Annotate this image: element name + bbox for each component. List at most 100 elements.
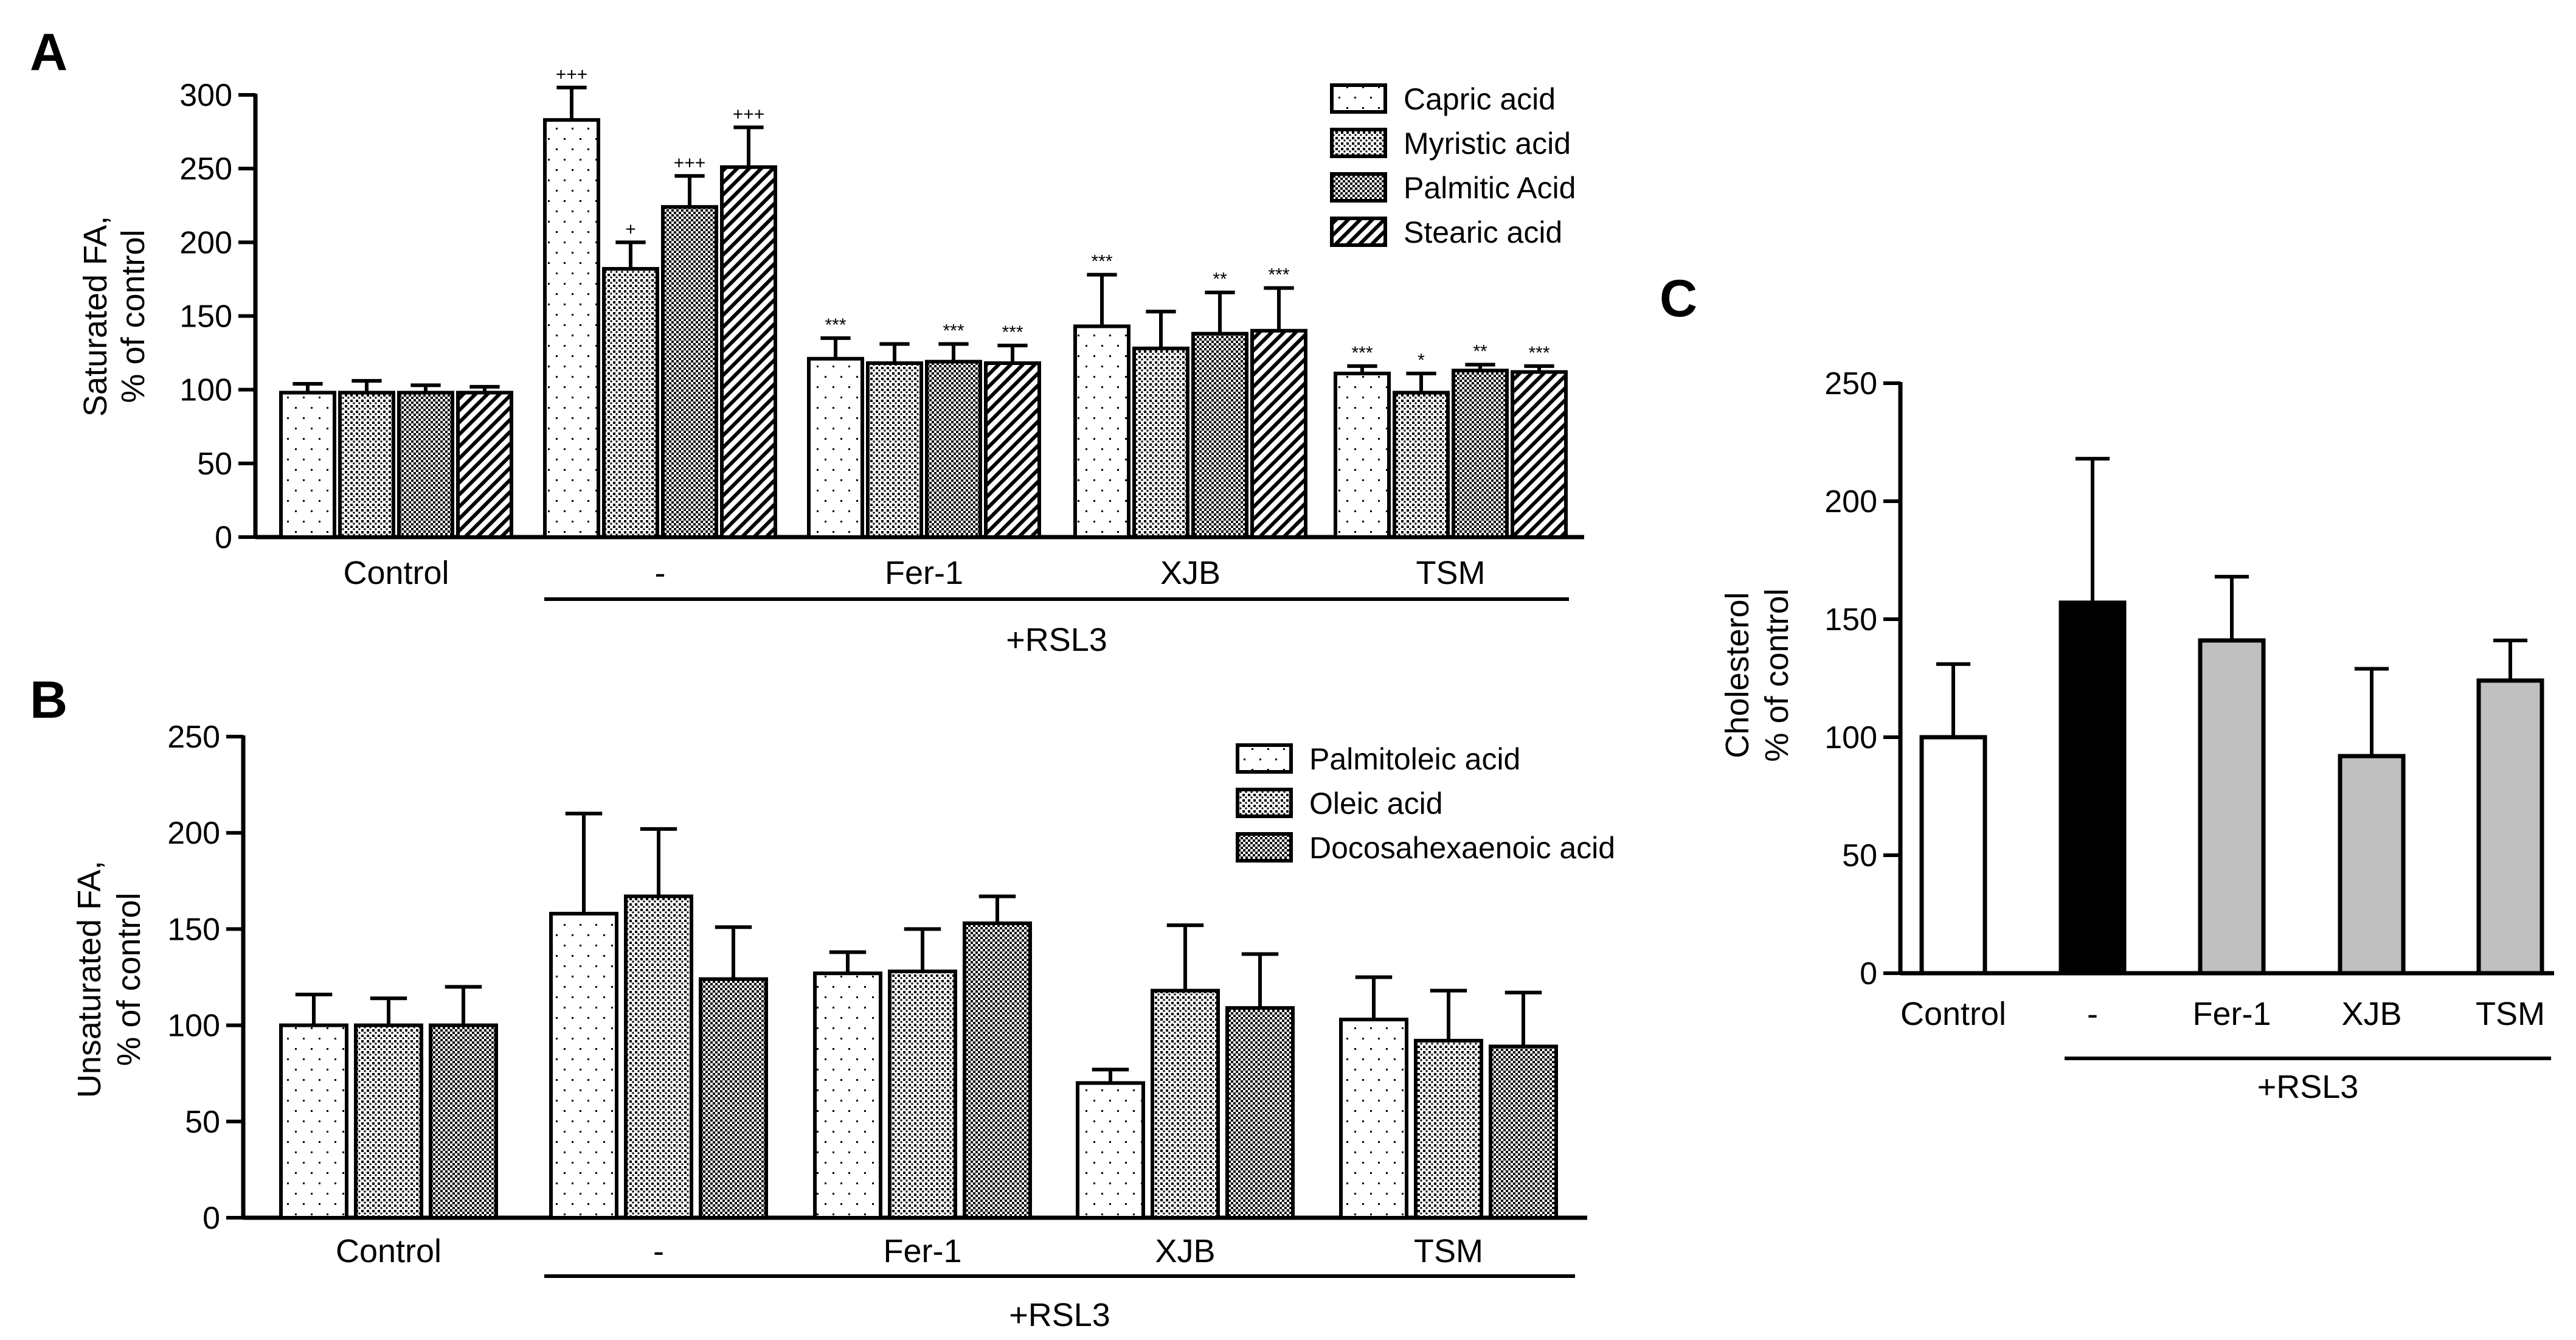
panel-label-a: A [30, 23, 68, 82]
y-tick-label: 50 [197, 446, 232, 482]
y-tick-label: 0 [203, 1201, 220, 1236]
legend-entry: Stearic acid [1404, 215, 1562, 249]
y-tick-label: 200 [167, 816, 220, 851]
bar [1452, 369, 1509, 539]
bar [279, 391, 336, 539]
y-tick-label: 250 [167, 720, 220, 755]
legend-entry: Myristic acid [1404, 127, 1571, 161]
category-label: - [2087, 996, 2098, 1032]
bar [661, 205, 718, 539]
significance-mark: *** [943, 321, 964, 341]
category-label: XJB [1160, 555, 1220, 591]
y-axis-label: % of control [111, 892, 147, 1066]
y-axis-label: Saturated FA, [77, 216, 114, 417]
category-label: Fer-1 [883, 1233, 961, 1269]
panel-label-c: C [1660, 269, 1697, 328]
bar [279, 1023, 348, 1220]
bar [1414, 1038, 1483, 1220]
panel-label-b: B [30, 671, 68, 729]
y-tick-label: 200 [179, 225, 232, 260]
legend-entry: Oleic acid [1309, 786, 1443, 821]
category-label: TSM [2476, 996, 2545, 1032]
bar [2198, 638, 2266, 976]
bar [549, 912, 618, 1220]
legend-swatch [1236, 743, 1293, 774]
bar [354, 1023, 423, 1220]
y-tick-label: 150 [167, 912, 220, 947]
category-label: Fer-1 [2192, 996, 2271, 1032]
bar [429, 1023, 498, 1220]
significance-mark: ** [1213, 269, 1227, 290]
category-label: Control [1900, 996, 2006, 1032]
significance-mark: *** [1268, 265, 1289, 285]
bar [984, 361, 1041, 540]
y-tick-label: 0 [215, 520, 232, 555]
category-label: Fer-1 [885, 555, 963, 591]
bar [1511, 370, 1568, 539]
legend-entry: Docosahexaenoic acid [1309, 831, 1615, 865]
bar [2058, 600, 2127, 976]
category-label: TSM [1414, 1233, 1483, 1269]
y-tick-label: 300 [179, 78, 232, 113]
bar [699, 977, 768, 1220]
significance-mark: +++ [733, 104, 765, 124]
legend-entry: Palmitoleic acid [1309, 742, 1520, 776]
bar [1919, 735, 1987, 976]
bar [543, 118, 600, 540]
bar [866, 361, 923, 540]
y-tick-label: 100 [1824, 720, 1877, 755]
bar [813, 971, 882, 1220]
bar [1191, 332, 1248, 540]
bar [1250, 328, 1307, 539]
bar [720, 165, 777, 539]
bar [807, 356, 864, 539]
bar [888, 970, 957, 1220]
significance-mark: *** [825, 315, 846, 335]
legend-entry: Capric acid [1404, 82, 1556, 116]
y-tick-label: 0 [1860, 956, 1877, 991]
y-axis-label: % of control [1759, 588, 1795, 762]
significance-mark: * [1418, 350, 1425, 370]
legend-swatch [1330, 83, 1387, 114]
treatment-group-label: +RSL3 [2257, 1069, 2359, 1105]
category-label: TSM [1416, 555, 1486, 591]
legend-swatch [1236, 832, 1293, 863]
y-tick-label: 50 [185, 1105, 220, 1140]
category-label: Control [336, 1233, 441, 1269]
legend-swatch [1236, 788, 1293, 818]
category-label: XJB [1155, 1233, 1215, 1269]
y-axis-label: Cholesterol [1719, 592, 1756, 758]
y-axis-label: % of control [115, 229, 151, 403]
y-tick-label: 100 [167, 1008, 220, 1044]
bar [963, 921, 1032, 1220]
bar [624, 894, 693, 1220]
legend-entry: Palmitic Acid [1404, 171, 1576, 205]
bar [1151, 988, 1220, 1220]
bar [456, 391, 513, 539]
bar [1225, 1006, 1295, 1220]
y-tick-label: 250 [179, 151, 232, 187]
legend-swatch [1330, 172, 1387, 203]
significance-mark: ** [1473, 341, 1487, 361]
significance-mark: *** [1351, 343, 1373, 363]
significance-mark: *** [1528, 343, 1549, 363]
significance-mark: +++ [674, 153, 706, 173]
category-label: - [655, 555, 666, 591]
bar [1073, 324, 1130, 539]
y-tick-label: 150 [179, 299, 232, 335]
significance-mark: *** [1091, 252, 1112, 272]
y-axis-label: Unsaturated FA, [71, 861, 108, 1098]
bar [1334, 372, 1391, 539]
bar [602, 266, 659, 539]
y-tick-label: 100 [179, 373, 232, 408]
treatment-group-label: +RSL3 [1006, 622, 1107, 658]
legend-swatch [1330, 217, 1387, 247]
y-tick-label: 50 [1842, 838, 1877, 873]
bar [397, 391, 454, 539]
treatment-group-label: +RSL3 [1009, 1297, 1110, 1333]
bar [1339, 1018, 1408, 1220]
bar [338, 391, 395, 539]
bar [1489, 1044, 1558, 1220]
category-label: - [653, 1233, 664, 1269]
